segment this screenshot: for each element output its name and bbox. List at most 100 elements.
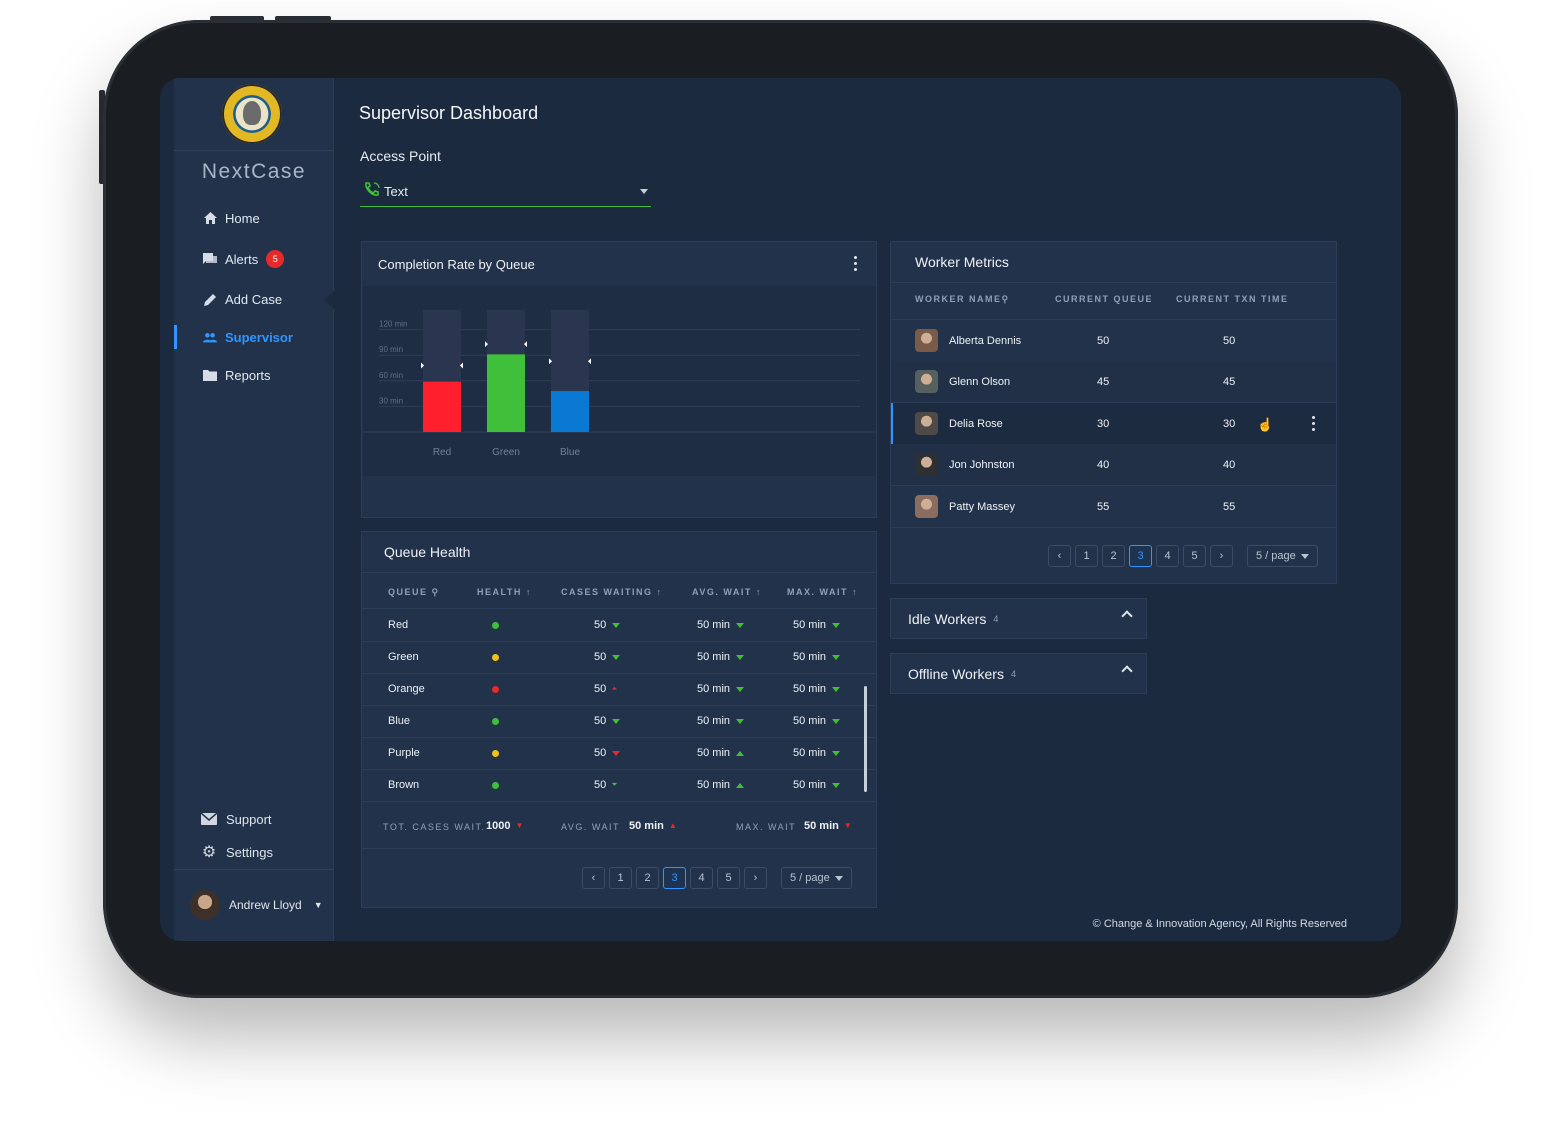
prev-page-button[interactable]: ‹ [582, 867, 605, 889]
sidebar-item-supervisor[interactable]: Supervisor [174, 322, 334, 352]
trend-down-icon [832, 654, 841, 660]
access-point-select[interactable]: Text [360, 176, 651, 207]
cell-avg-wait: 50 min [697, 715, 745, 727]
table-row[interactable]: Delia Rose 30 30 ☝ [891, 402, 1336, 444]
column-header-max-wait[interactable]: MAX. WAIT ↑ [787, 587, 859, 597]
sidebar-item-settings[interactable]: ⚙ Settings [174, 839, 334, 865]
sort-arrow-icon: ↑ [755, 587, 762, 597]
access-point-label: Access Point [360, 148, 441, 164]
cell-current-txn-time: 30 [1223, 417, 1236, 430]
dropdown-caret-icon [834, 875, 843, 881]
cell-worker-name: Patty Massey [949, 500, 1016, 513]
page-button[interactable]: 3 [663, 867, 686, 889]
cell-queue: Orange [388, 683, 425, 695]
dropdown-caret-icon [640, 189, 648, 194]
table-row[interactable]: Jon Johnston 40 40 [891, 444, 1336, 486]
target-marker-right [460, 362, 463, 369]
page-button[interactable]: 3 [1129, 545, 1152, 567]
trend-down-icon [832, 750, 841, 756]
search-icon[interactable]: ⚲ [431, 587, 440, 597]
y-tick-label: 90 min [379, 345, 403, 354]
avg-wait-total-value: 50 min ▲ [629, 820, 677, 832]
table-row[interactable]: Alberta Dennis 50 50 [891, 320, 1336, 361]
offline-workers-collapse[interactable]: Offline Workers 4 [890, 653, 1147, 694]
sidebar-item-reports[interactable]: Reports [174, 360, 334, 390]
column-header-worker-name[interactable]: WORKER NAME⚲ [915, 294, 1010, 304]
health-status-dot [492, 654, 499, 661]
cell-cases-waiting: 50 [594, 747, 621, 759]
chevron-up-icon[interactable] [1121, 665, 1133, 677]
cell-worker-name: Delia Rose [949, 417, 1003, 430]
trend-up-icon [736, 782, 745, 788]
dropdown-caret-icon [1300, 553, 1309, 559]
next-page-button[interactable]: › [744, 867, 767, 889]
health-status-dot [492, 718, 499, 725]
page-button[interactable]: 2 [1102, 545, 1125, 567]
avatar [915, 329, 938, 352]
avatar [915, 370, 938, 394]
avatar [915, 411, 938, 435]
page-size-select[interactable]: 5 / page [781, 867, 852, 889]
cell-current-txn-time: 50 [1223, 335, 1236, 347]
table-row[interactable]: Patty Massey 55 55 [891, 485, 1336, 527]
page-button[interactable]: 1 [609, 867, 632, 889]
column-header-health[interactable]: HEALTH ↑ [477, 587, 532, 597]
page-button[interactable]: 4 [690, 867, 713, 889]
cell-avg-wait: 50 min [697, 747, 745, 759]
state-seal-logo [222, 84, 282, 144]
max-wait-total-label: MAX. WAIT [736, 822, 797, 832]
hardware-button [275, 16, 331, 21]
page-button[interactable]: 2 [636, 867, 659, 889]
divider [891, 319, 1336, 320]
column-header-current-queue[interactable]: CURRENT QUEUE [1055, 294, 1154, 304]
bar [423, 381, 461, 432]
cell-queue: Green [388, 651, 419, 663]
row-more-options-icon[interactable] [1312, 415, 1315, 431]
cell-current-queue: 50 [1097, 335, 1110, 347]
sidebar-item-home[interactable]: Home [174, 203, 334, 233]
chevron-up-icon[interactable] [1121, 610, 1133, 622]
page-button[interactable]: 5 [1183, 545, 1206, 567]
max-wait-total-value: 50 min ▼ [804, 820, 852, 832]
sidebar-item-add-case[interactable]: Add Case [174, 284, 334, 314]
search-icon[interactable]: ⚲ [1001, 294, 1010, 304]
avg-wait-total-label: AVG. WAIT [561, 822, 621, 832]
sidebar-divider [333, 78, 334, 941]
divider [362, 848, 876, 849]
target-marker-left [421, 362, 424, 369]
divider [362, 737, 876, 738]
prev-page-button[interactable]: ‹ [1048, 545, 1071, 567]
column-header-queue[interactable]: QUEUE ⚲ [388, 587, 440, 597]
idle-workers-collapse[interactable]: Idle Workers 4 [890, 598, 1147, 639]
page-button[interactable]: 4 [1156, 545, 1179, 567]
cell-queue: Purple [388, 747, 420, 759]
collapse-title: Idle Workers [908, 610, 987, 627]
more-options-icon[interactable] [854, 256, 857, 271]
user-menu[interactable]: Andrew Lloyd ▼ [190, 890, 323, 920]
divider [362, 801, 876, 802]
totals-value: 1000 ▼ [486, 820, 524, 832]
divider [174, 869, 334, 870]
cell-max-wait: 50 min [793, 619, 841, 631]
page-button[interactable]: 5 [717, 867, 740, 889]
bar [551, 391, 589, 432]
page-size-select[interactable]: 5 / page [1247, 545, 1318, 567]
x-tick-label: Blue [560, 447, 580, 458]
sidebar-item-label: Settings [226, 844, 273, 860]
cell-current-txn-time: 55 [1223, 500, 1236, 513]
page-button[interactable]: 1 [1075, 545, 1098, 567]
table-row[interactable]: Glenn Olson 45 45 [891, 361, 1336, 403]
panel-title: Completion Rate by Queue [378, 257, 535, 272]
column-header-cases-waiting[interactable]: CASES WAITING ↑ [561, 587, 663, 597]
scrollbar[interactable] [864, 686, 867, 792]
next-page-button[interactable]: › [1210, 545, 1233, 567]
y-tick-label: 30 min [379, 396, 403, 405]
sidebar-item-support[interactable]: Support [174, 806, 334, 832]
target-marker-left [549, 358, 552, 365]
sidebar-item-alerts[interactable]: Alerts 5 [174, 244, 334, 274]
cell-current-queue: 30 [1097, 417, 1110, 430]
column-header-avg-wait[interactable]: AVG. WAIT ↑ [692, 587, 762, 597]
cell-avg-wait: 50 min [697, 619, 745, 631]
column-header-current-txn-time[interactable]: CURRENT TXN TIME [1176, 294, 1289, 304]
totals-label: TOT. CASES WAIT. [383, 822, 486, 832]
